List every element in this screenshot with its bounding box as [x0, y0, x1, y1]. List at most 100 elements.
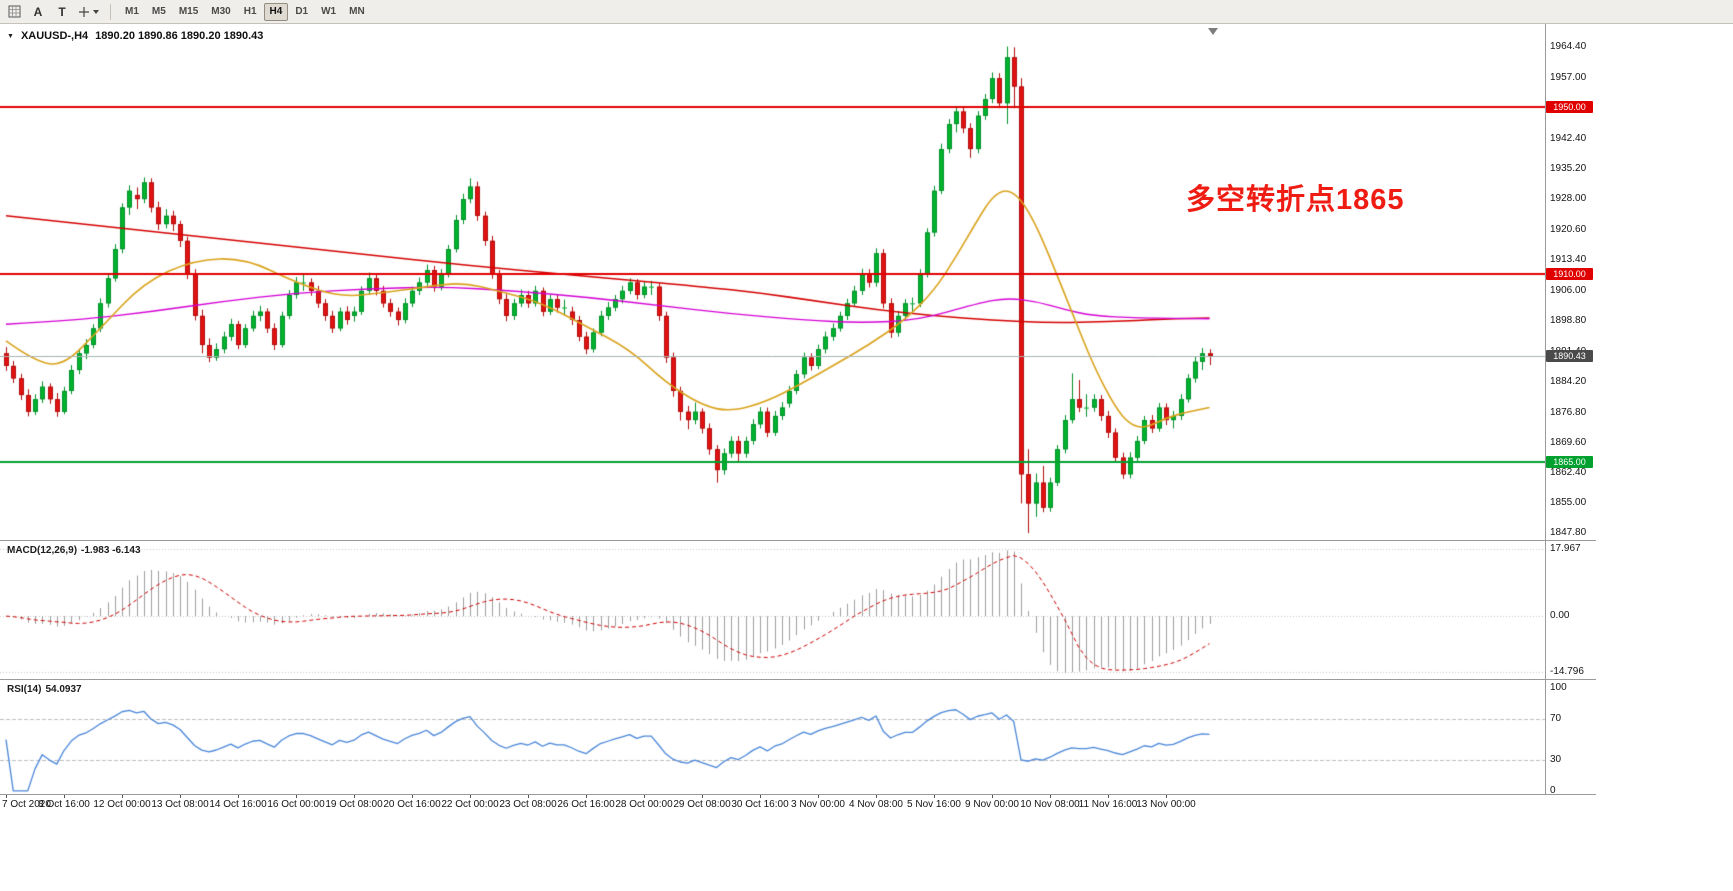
rsi-axis-label: 70	[1550, 713, 1562, 725]
price-axis-label: 1898.80	[1550, 314, 1587, 326]
time-axis-tick	[702, 795, 703, 798]
price-badge-1910.00: 1910.00	[1546, 268, 1593, 280]
macd-axis-label: 17.967	[1550, 542, 1581, 554]
crosshair-tool-icon[interactable]	[75, 2, 102, 22]
rsi-value: 54.0937	[45, 684, 82, 695]
time-axis-label: 28 Oct 00:00	[615, 799, 673, 810]
time-axis-label: 7 Oct 2020	[2, 799, 51, 810]
price-badge-1950.00: 1950.00	[1546, 101, 1593, 113]
chart-ohlc-header: ▼ XAUUSD-,H4 1890.20 1890.86 1890.20 189…	[7, 30, 263, 42]
time-axis-tick	[6, 795, 7, 798]
macd-values: -1.983 -6.143	[81, 545, 141, 556]
rsi-indicator-label: RSI(14) 54.0937	[7, 684, 86, 695]
timeframe-button-h1[interactable]: H1	[238, 3, 263, 21]
time-axis-label: 19 Oct 08:00	[325, 799, 383, 810]
price-axis-label: 1928.00	[1550, 193, 1587, 205]
timeframe-button-m5[interactable]: M5	[146, 3, 172, 21]
time-axis-tick	[1166, 795, 1167, 798]
timeframe-button-m1[interactable]: M1	[119, 3, 145, 21]
time-axis-tick	[528, 795, 529, 798]
price-badge-1890.43: 1890.43	[1546, 350, 1593, 362]
time-axis-tick	[1108, 795, 1109, 798]
price-axis-label: 1957.00	[1550, 72, 1587, 84]
time-axis-tick	[296, 795, 297, 798]
time-axis-label: 11 Nov 16:00	[1078, 799, 1138, 810]
price-axis-label: 1884.20	[1550, 375, 1587, 387]
time-axis-tick	[64, 795, 65, 798]
main-chart-canvas[interactable]	[0, 24, 1545, 541]
dropdown-caret-icon	[93, 9, 99, 14]
crosshair-icon	[79, 6, 89, 17]
macd-name: MACD(12,26,9)	[7, 545, 78, 556]
time-axis-label: 5 Nov 16:00	[907, 799, 961, 810]
price-axis-label: 1949.60	[1550, 103, 1587, 115]
time-axis-label: 14 Oct 16:00	[209, 799, 267, 810]
time-axis-tick	[876, 795, 877, 798]
timeframe-button-h4[interactable]: H4	[263, 2, 289, 21]
timeframe-button-m30[interactable]: M30	[205, 3, 236, 21]
time-axis-label: 23 Oct 08:00	[499, 799, 557, 810]
price-axis-label: 1847.80	[1550, 527, 1587, 539]
pane-separator-rsi[interactable]	[0, 679, 1596, 680]
symbol-period-label: XAUUSD-,H4	[20, 30, 89, 42]
price-axis-label: 1862.40	[1550, 466, 1587, 478]
price-badge-1865.00: 1865.00	[1546, 456, 1593, 468]
price-axis-label: 1855.00	[1550, 497, 1587, 509]
time-axis-border	[0, 794, 1596, 795]
time-axis-tick	[470, 795, 471, 798]
timeframe-group: M1 M5 M15 M30 H1 H4 D1 W1 MN	[119, 2, 371, 21]
time-axis-tick	[354, 795, 355, 798]
time-axis-label: 4 Nov 08:00	[849, 799, 903, 810]
template-tool-icon[interactable]: T	[51, 2, 73, 22]
price-axis-border	[1545, 24, 1546, 795]
time-axis-tick	[412, 795, 413, 798]
price-axis-label: 1935.20	[1550, 163, 1587, 175]
time-axis-label: 16 Oct 00:00	[267, 799, 325, 810]
price-axis-label: 1913.40	[1550, 253, 1587, 265]
rsi-pane-canvas[interactable]	[0, 680, 1545, 795]
time-axis-label: 9 Nov 00:00	[965, 799, 1019, 810]
time-axis-label: 13 Nov 00:00	[1136, 799, 1196, 810]
price-axis-label: 1942.40	[1550, 133, 1587, 145]
time-axis-label: 10 Nov 08:00	[1020, 799, 1080, 810]
time-axis-label: 8 Oct 16:00	[38, 799, 90, 810]
text-tool-glyph: A	[33, 4, 43, 19]
time-axis-label: 13 Oct 08:00	[151, 799, 209, 810]
price-axis-label: 1920.60	[1550, 223, 1587, 235]
time-axis-label: 20 Oct 16:00	[383, 799, 441, 810]
timeframe-button-mn[interactable]: MN	[343, 3, 371, 21]
time-axis-tick	[934, 795, 935, 798]
time-axis-tick	[644, 795, 645, 798]
ohlc-values: 1890.20 1890.86 1890.20 1890.43	[95, 30, 264, 42]
time-axis-tick	[238, 795, 239, 798]
time-axis-tick	[586, 795, 587, 798]
timeframe-button-m15[interactable]: M15	[173, 3, 204, 21]
time-axis-tick	[818, 795, 819, 798]
time-axis-tick	[760, 795, 761, 798]
time-axis-tick	[992, 795, 993, 798]
chart-grid-tool-icon[interactable]	[3, 2, 25, 22]
time-axis[interactable]: 7 Oct 2020 8 Oct 16:00 12 Oct 00:00 13 Oct …	[0, 795, 1733, 813]
price-axis-label: 1964.40	[1550, 41, 1587, 53]
price-axis-label: 1869.60	[1550, 436, 1587, 448]
text-tool-icon[interactable]: A	[27, 2, 49, 22]
time-axis-label: 3 Nov 00:00	[791, 799, 845, 810]
rsi-axis-label: 30	[1550, 754, 1562, 766]
time-axis-label: 22 Oct 00:00	[441, 799, 499, 810]
rsi-name: RSI(14)	[7, 684, 42, 695]
timeframe-button-w1[interactable]: W1	[315, 3, 342, 21]
time-axis-tick	[1050, 795, 1051, 798]
time-axis-label: 30 Oct 16:00	[731, 799, 789, 810]
macd-axis-label: 0.00	[1550, 610, 1570, 622]
symbol-dropdown-icon[interactable]: ▼	[7, 32, 14, 40]
price-axis-label: 1891.40	[1550, 345, 1587, 357]
chart-shift-marker-icon[interactable]	[1208, 28, 1218, 35]
timeframe-button-d1[interactable]: D1	[289, 3, 314, 21]
template-tool-glyph: T	[58, 4, 66, 19]
macd-indicator-label: MACD(12,26,9) -1.983 -6.143	[7, 545, 145, 556]
price-axis-label: 1906.00	[1550, 284, 1587, 296]
pane-separator-macd[interactable]	[0, 540, 1596, 541]
toolbar: A T M1 M5 M15 M30 H1 H4 D1 W1 MN	[0, 0, 1733, 24]
macd-pane-canvas[interactable]	[0, 541, 1545, 680]
time-axis-label: 12 Oct 00:00	[93, 799, 151, 810]
